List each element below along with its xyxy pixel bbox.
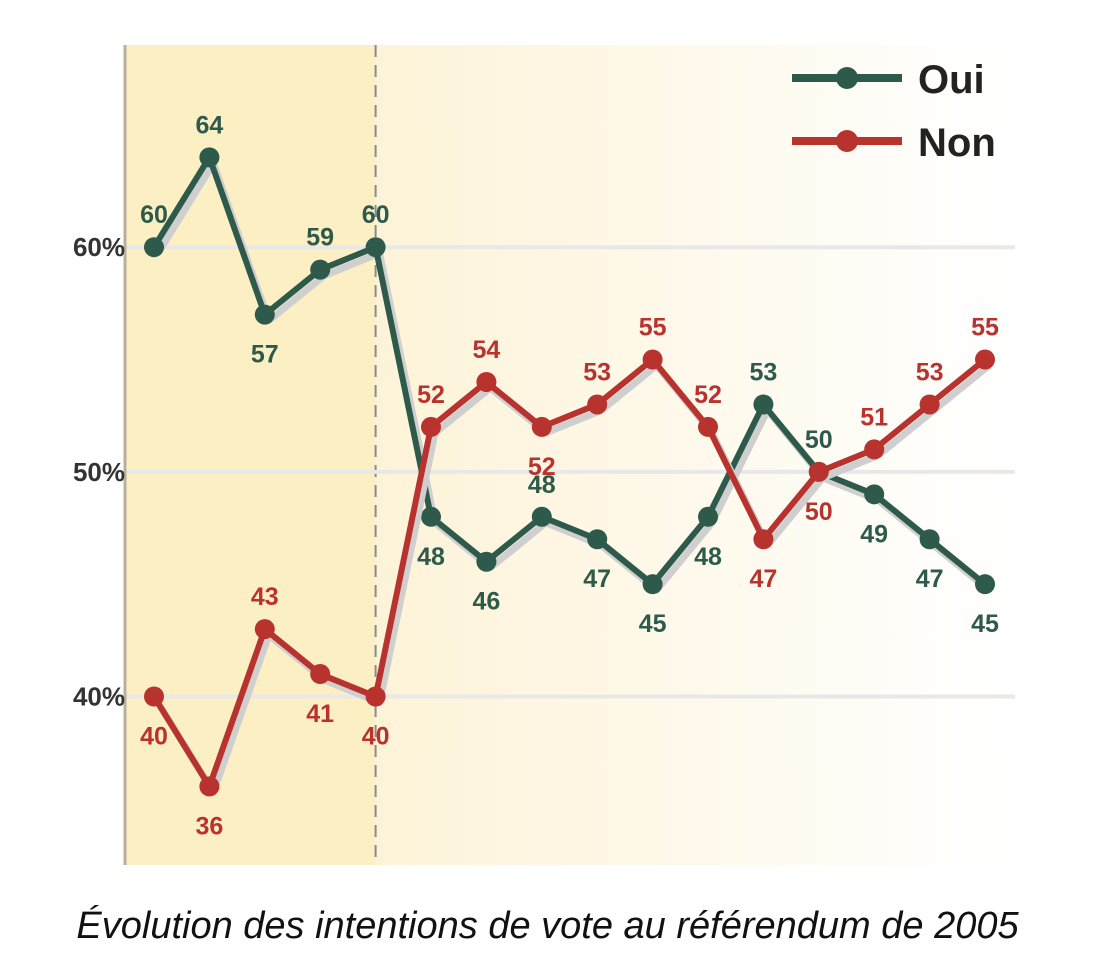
data-label-non: 50 <box>805 498 833 526</box>
data-label-non: 43 <box>251 583 279 611</box>
data-label-oui: 49 <box>860 520 888 548</box>
data-label-non: 47 <box>749 565 777 593</box>
chart-caption: Évolution des intentions de vote au réfé… <box>76 905 1019 947</box>
legend-marker-oui <box>836 67 858 89</box>
data-point-oui <box>975 574 995 595</box>
data-label-oui: 45 <box>971 610 999 638</box>
data-point-non <box>975 349 995 370</box>
data-point-oui <box>587 529 608 550</box>
data-label-non: 41 <box>306 700 334 728</box>
data-point-oui <box>254 304 275 325</box>
data-label-non: 53 <box>583 358 611 386</box>
data-point-oui <box>310 259 331 280</box>
y-tick-label: 60% <box>73 232 125 262</box>
data-labels: 60 64 57 59 60 48 46 48 47 45 48 53 50 49 47 45 40 36 43 41… <box>140 111 999 840</box>
y-tick-label: 40% <box>73 682 125 712</box>
data-point-non <box>421 416 441 437</box>
data-label-non: 52 <box>417 381 445 409</box>
data-point-non <box>365 686 386 707</box>
data-point-oui <box>476 551 497 572</box>
gridlines <box>125 245 1015 699</box>
data-label-non: 53 <box>916 358 944 386</box>
data-label-oui: 60 <box>140 201 168 229</box>
data-point-non <box>587 394 608 415</box>
data-label-oui: 53 <box>749 358 777 386</box>
data-label-oui: 47 <box>583 565 611 593</box>
y-tick-label: 50% <box>73 457 125 487</box>
data-point-non <box>808 461 829 482</box>
legend-marker-non <box>836 130 858 152</box>
data-label-oui: 48 <box>417 543 445 571</box>
data-point-oui <box>144 237 164 258</box>
y-axis: 40% 50% 60% <box>73 45 127 865</box>
legend-label-oui: Oui <box>918 58 985 102</box>
data-label-non: 40 <box>140 723 168 751</box>
data-point-non <box>698 416 718 437</box>
data-point-oui <box>753 394 774 415</box>
legend-label-non: Non <box>918 121 996 165</box>
data-point-non <box>642 349 663 370</box>
data-label-oui: 64 <box>195 111 223 139</box>
series-line-oui <box>151 154 987 588</box>
data-point-oui <box>531 506 552 527</box>
data-label-non: 51 <box>860 403 888 431</box>
data-label-oui: 57 <box>251 341 279 369</box>
data-label-oui: 47 <box>916 565 944 593</box>
legend: Oui Non <box>792 58 996 165</box>
data-point-oui <box>421 506 441 527</box>
data-label-oui: 60 <box>362 201 390 229</box>
data-label-oui: 48 <box>528 471 556 499</box>
data-label-oui: 50 <box>805 426 833 454</box>
data-label-non: 40 <box>362 723 390 751</box>
data-point-oui <box>698 506 718 527</box>
data-point-non <box>531 416 552 437</box>
data-point-non <box>144 686 164 707</box>
data-label-oui: 59 <box>306 224 334 252</box>
plot-area <box>375 45 1016 865</box>
data-point-oui <box>864 484 885 505</box>
data-point-oui <box>365 237 386 258</box>
data-point-non <box>199 776 220 797</box>
data-label-non: 54 <box>472 336 500 364</box>
data-label-oui: 45 <box>639 610 667 638</box>
data-point-non <box>753 529 774 550</box>
series-line-non <box>151 356 987 790</box>
data-label-non: 52 <box>528 453 556 481</box>
data-point-oui <box>642 574 663 595</box>
data-point-oui <box>919 529 940 550</box>
data-label-non: 36 <box>195 812 223 840</box>
shaded-period <box>125 45 376 865</box>
series-lines <box>144 147 995 797</box>
data-point-non <box>864 439 885 460</box>
plot-background <box>125 45 1016 865</box>
line-chart: 40% 50% 60% 60 64 57 59 60 48 46 48 47 45 48 53 50 49 47… <box>73 45 1016 865</box>
data-point-non <box>254 619 275 640</box>
data-label-non: 55 <box>639 314 667 342</box>
data-point-non <box>476 371 497 392</box>
data-label-oui: 46 <box>472 588 500 616</box>
data-label-oui: 48 <box>694 543 722 571</box>
data-point-oui <box>199 147 220 168</box>
data-label-non: 52 <box>694 381 722 409</box>
series-shadow-oui <box>155 159 992 594</box>
data-label-non: 55 <box>971 314 999 342</box>
data-point-non <box>919 394 940 415</box>
data-point-non <box>310 664 331 685</box>
